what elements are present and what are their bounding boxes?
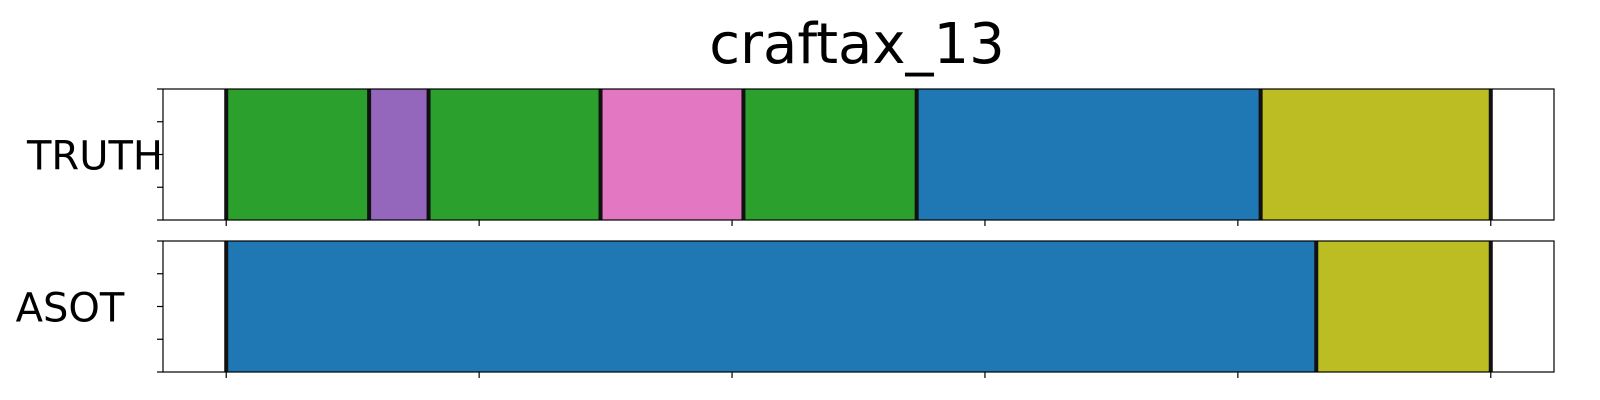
segment-asot-1 [1316, 241, 1491, 372]
segment-truth-2 [428, 89, 601, 220]
segment-asot-0 [226, 241, 1317, 372]
chart-title: craftax_13 [709, 12, 1005, 77]
rows-layer: TRUTH ASOT [16, 88, 1555, 378]
segment-truth-3 [600, 89, 744, 220]
row-asot: ASOT [16, 240, 1555, 378]
segment-truth-6 [1260, 89, 1491, 220]
row-label-asot: ASOT [16, 286, 125, 332]
segment-truth-1 [369, 89, 429, 220]
segment-truth-0 [226, 89, 370, 220]
segment-truth-5 [916, 89, 1261, 220]
row-truth: TRUTH [26, 88, 1555, 226]
row-label-truth: TRUTH [26, 134, 163, 180]
segment-truth-4 [743, 89, 917, 220]
